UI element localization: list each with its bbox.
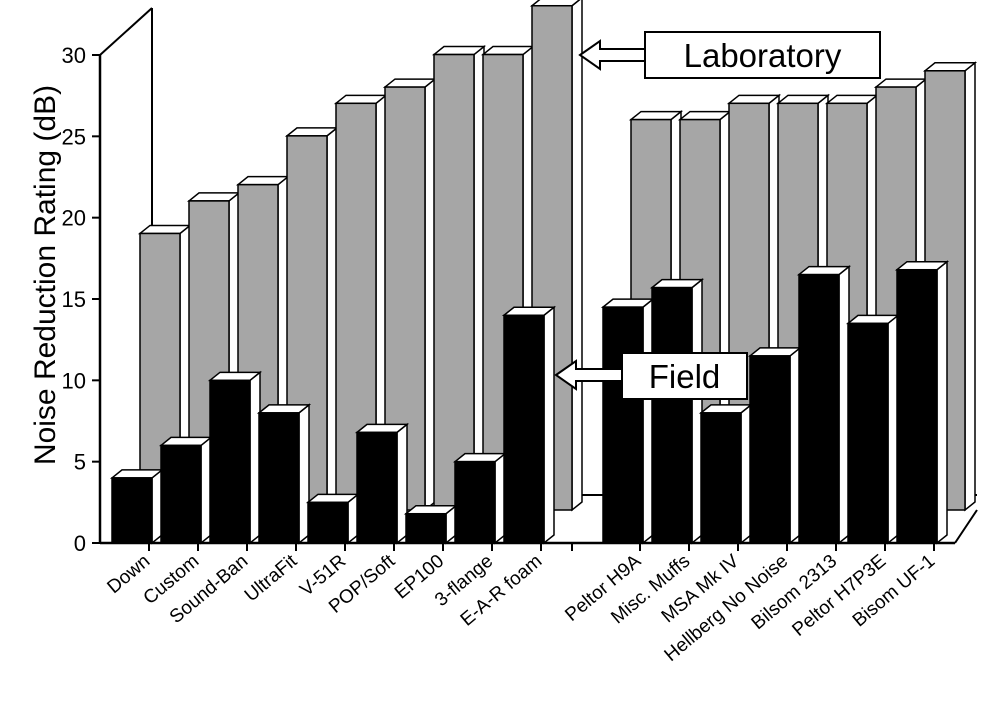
- field-bar-13: [747, 346, 803, 545]
- y-tick-label: 0: [74, 531, 86, 556]
- right-depth-edge: [954, 509, 978, 544]
- legend-field: Field: [554, 352, 748, 400]
- field-bar-6: [354, 422, 410, 545]
- callout-box: [621, 352, 748, 400]
- field-bar-9: [501, 305, 557, 545]
- y-tick-label: 25: [62, 124, 86, 149]
- field-bar-1: [109, 468, 165, 545]
- top-depth-edge: [99, 7, 153, 56]
- y-tick-label: 30: [62, 43, 86, 68]
- y-ticks: 0 5 10 15 20 25 30: [62, 43, 100, 556]
- legend-laboratory: Laboratory: [578, 31, 881, 79]
- field-bar-4: [256, 403, 312, 545]
- legend-callouts: Laboratory Field: [554, 31, 881, 400]
- field-bar-8: [452, 452, 508, 545]
- callout-label: Field: [649, 358, 721, 395]
- laboratory-bar-7: [431, 44, 487, 512]
- field-bar-2: [158, 435, 214, 545]
- x-ticks: DownCustomSound-BanUltraFitV-51RPOP/Soft…: [104, 543, 939, 666]
- y-tick-label: 5: [74, 450, 86, 475]
- y-tick-label: 20: [62, 206, 86, 231]
- field-bar-14: [796, 265, 852, 545]
- callout-label: Laboratory: [684, 37, 842, 74]
- y-tick-label: 15: [62, 287, 86, 312]
- callout-box: [644, 31, 881, 79]
- y-axis-label: Noise Reduction Rating (dB): [29, 85, 62, 465]
- field-bar-16: [894, 260, 950, 545]
- field-bar-12: [698, 403, 754, 545]
- x-tick-label: UltraFit: [241, 550, 302, 606]
- field-bar-5: [305, 492, 361, 545]
- field-bar-3: [207, 370, 263, 545]
- field-bar-7: [403, 504, 459, 545]
- y-tick-label: 10: [62, 368, 86, 393]
- field-bar-11: [649, 278, 705, 545]
- field-bar-15: [845, 313, 901, 545]
- field-bar-10: [600, 297, 656, 545]
